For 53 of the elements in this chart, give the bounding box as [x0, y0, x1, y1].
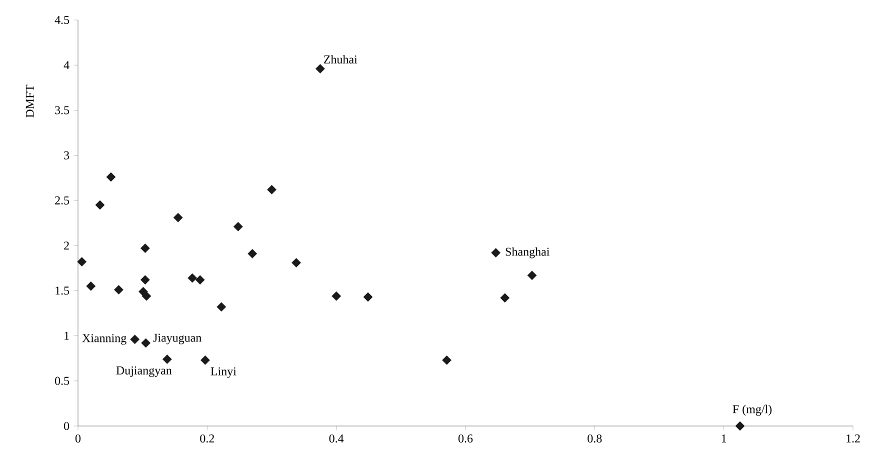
x-tick-label: 0.2 [200, 434, 214, 443]
y-axis-title: DMFT [26, 84, 34, 118]
point [200, 355, 210, 365]
point [491, 248, 501, 258]
point [315, 64, 325, 74]
point [106, 172, 116, 182]
x-tick-label: 0.6 [458, 434, 473, 443]
point [140, 244, 150, 253]
point [141, 338, 151, 348]
point [142, 291, 152, 301]
point [267, 184, 276, 194]
point [86, 281, 96, 291]
y-tick-label: 2 [64, 242, 69, 250]
point [162, 354, 172, 364]
annotation: Shanghai [506, 247, 550, 258]
point [140, 275, 150, 285]
y-tick-label: 3 [64, 151, 70, 160]
y-tick-label: 1 [64, 332, 69, 340]
point [216, 302, 226, 312]
point [114, 285, 124, 294]
x-tick-label: 1.2 [846, 434, 860, 443]
point [233, 222, 243, 232]
y-tick-label: 4.5 [54, 16, 70, 24]
y-tick-label: 0 [64, 422, 70, 430]
y-tick-label: 4 [64, 61, 70, 70]
point [527, 270, 537, 280]
x-tick-label: 1 [722, 434, 726, 442]
annotation: Xianning [82, 334, 126, 345]
point [188, 273, 198, 283]
point [292, 258, 301, 268]
annotation: Jiayuguan [153, 334, 202, 344]
annotation: Zhuhai [324, 55, 358, 64]
y-tick-label: 3.5 [55, 106, 70, 114]
point [195, 275, 205, 285]
x-tick-label: 0.4 [329, 434, 344, 443]
x-axis-title: F (mg/l) [732, 404, 772, 416]
point [363, 292, 373, 302]
point [735, 421, 745, 431]
y-tick-label: 2.5 [55, 196, 70, 205]
x-tick-label: 0 [75, 434, 81, 443]
y-tick-label: 1.5 [56, 286, 70, 295]
point [248, 248, 258, 258]
y-tick-label: 0.5 [55, 376, 70, 385]
point [500, 293, 510, 303]
point [173, 212, 183, 222]
point [332, 291, 342, 301]
annotation: Linyi [210, 367, 236, 378]
point [130, 334, 140, 344]
x-tick-label: 0.8 [588, 434, 602, 443]
point [77, 257, 87, 266]
annotation: Dujiangyan [116, 366, 172, 377]
point [442, 355, 452, 365]
point [95, 200, 105, 210]
